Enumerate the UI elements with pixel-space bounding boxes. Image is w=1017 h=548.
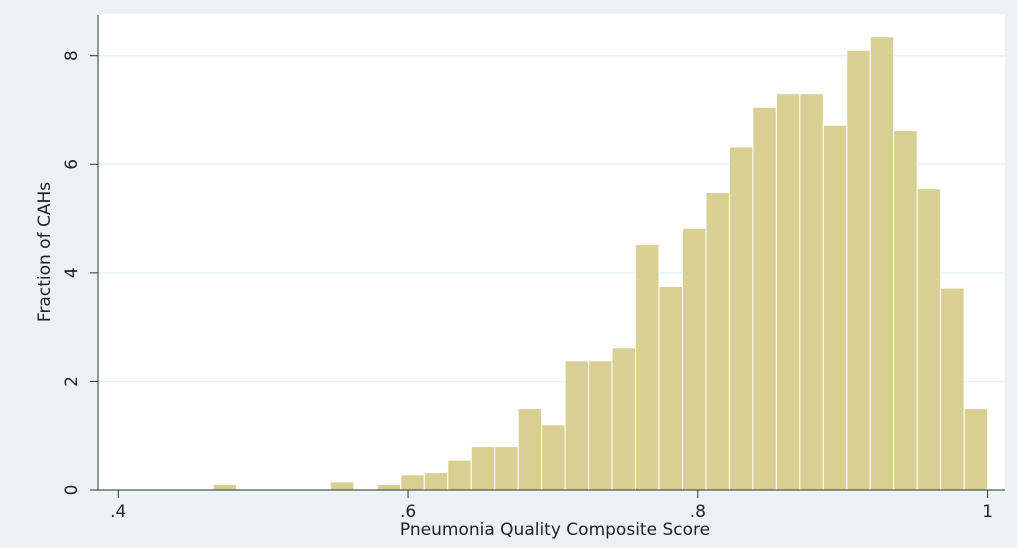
x-axis-label: Pneumonia Quality Composite Score bbox=[400, 520, 710, 540]
bar bbox=[212, 484, 238, 491]
bar bbox=[869, 36, 895, 491]
bar bbox=[541, 424, 566, 491]
bar bbox=[963, 408, 989, 491]
bar bbox=[588, 360, 613, 491]
bar bbox=[400, 474, 425, 491]
bar bbox=[447, 459, 472, 491]
bar bbox=[376, 484, 402, 491]
bar bbox=[846, 49, 871, 491]
y-tick-label: 8 bbox=[62, 50, 82, 61]
bar bbox=[517, 408, 543, 491]
bar bbox=[564, 360, 590, 491]
bar bbox=[775, 93, 801, 491]
bar bbox=[423, 472, 449, 491]
y-tick-label: 0 bbox=[62, 485, 82, 496]
x-tick-label: 1 bbox=[982, 502, 993, 522]
bar bbox=[658, 285, 683, 491]
bar bbox=[940, 287, 965, 491]
bar bbox=[494, 446, 519, 491]
bar bbox=[705, 192, 730, 491]
x-tick-label: .6 bbox=[400, 502, 416, 522]
bar bbox=[893, 130, 918, 491]
y-tick-label: 2 bbox=[62, 376, 82, 387]
bar bbox=[916, 188, 942, 491]
bar bbox=[681, 227, 707, 491]
y-axis-label: Fraction of CAHs bbox=[35, 182, 55, 322]
x-tick-label: .8 bbox=[690, 502, 706, 522]
bar bbox=[611, 347, 637, 491]
bar bbox=[329, 481, 355, 491]
bar bbox=[822, 124, 848, 491]
y-tick-label: 4 bbox=[62, 267, 82, 278]
bar bbox=[799, 93, 824, 491]
bar bbox=[728, 146, 754, 491]
bar bbox=[470, 446, 496, 491]
bar bbox=[635, 244, 660, 491]
x-tick-label: .4 bbox=[110, 502, 126, 522]
bar bbox=[752, 106, 777, 491]
y-tick-label: 6 bbox=[62, 159, 82, 170]
